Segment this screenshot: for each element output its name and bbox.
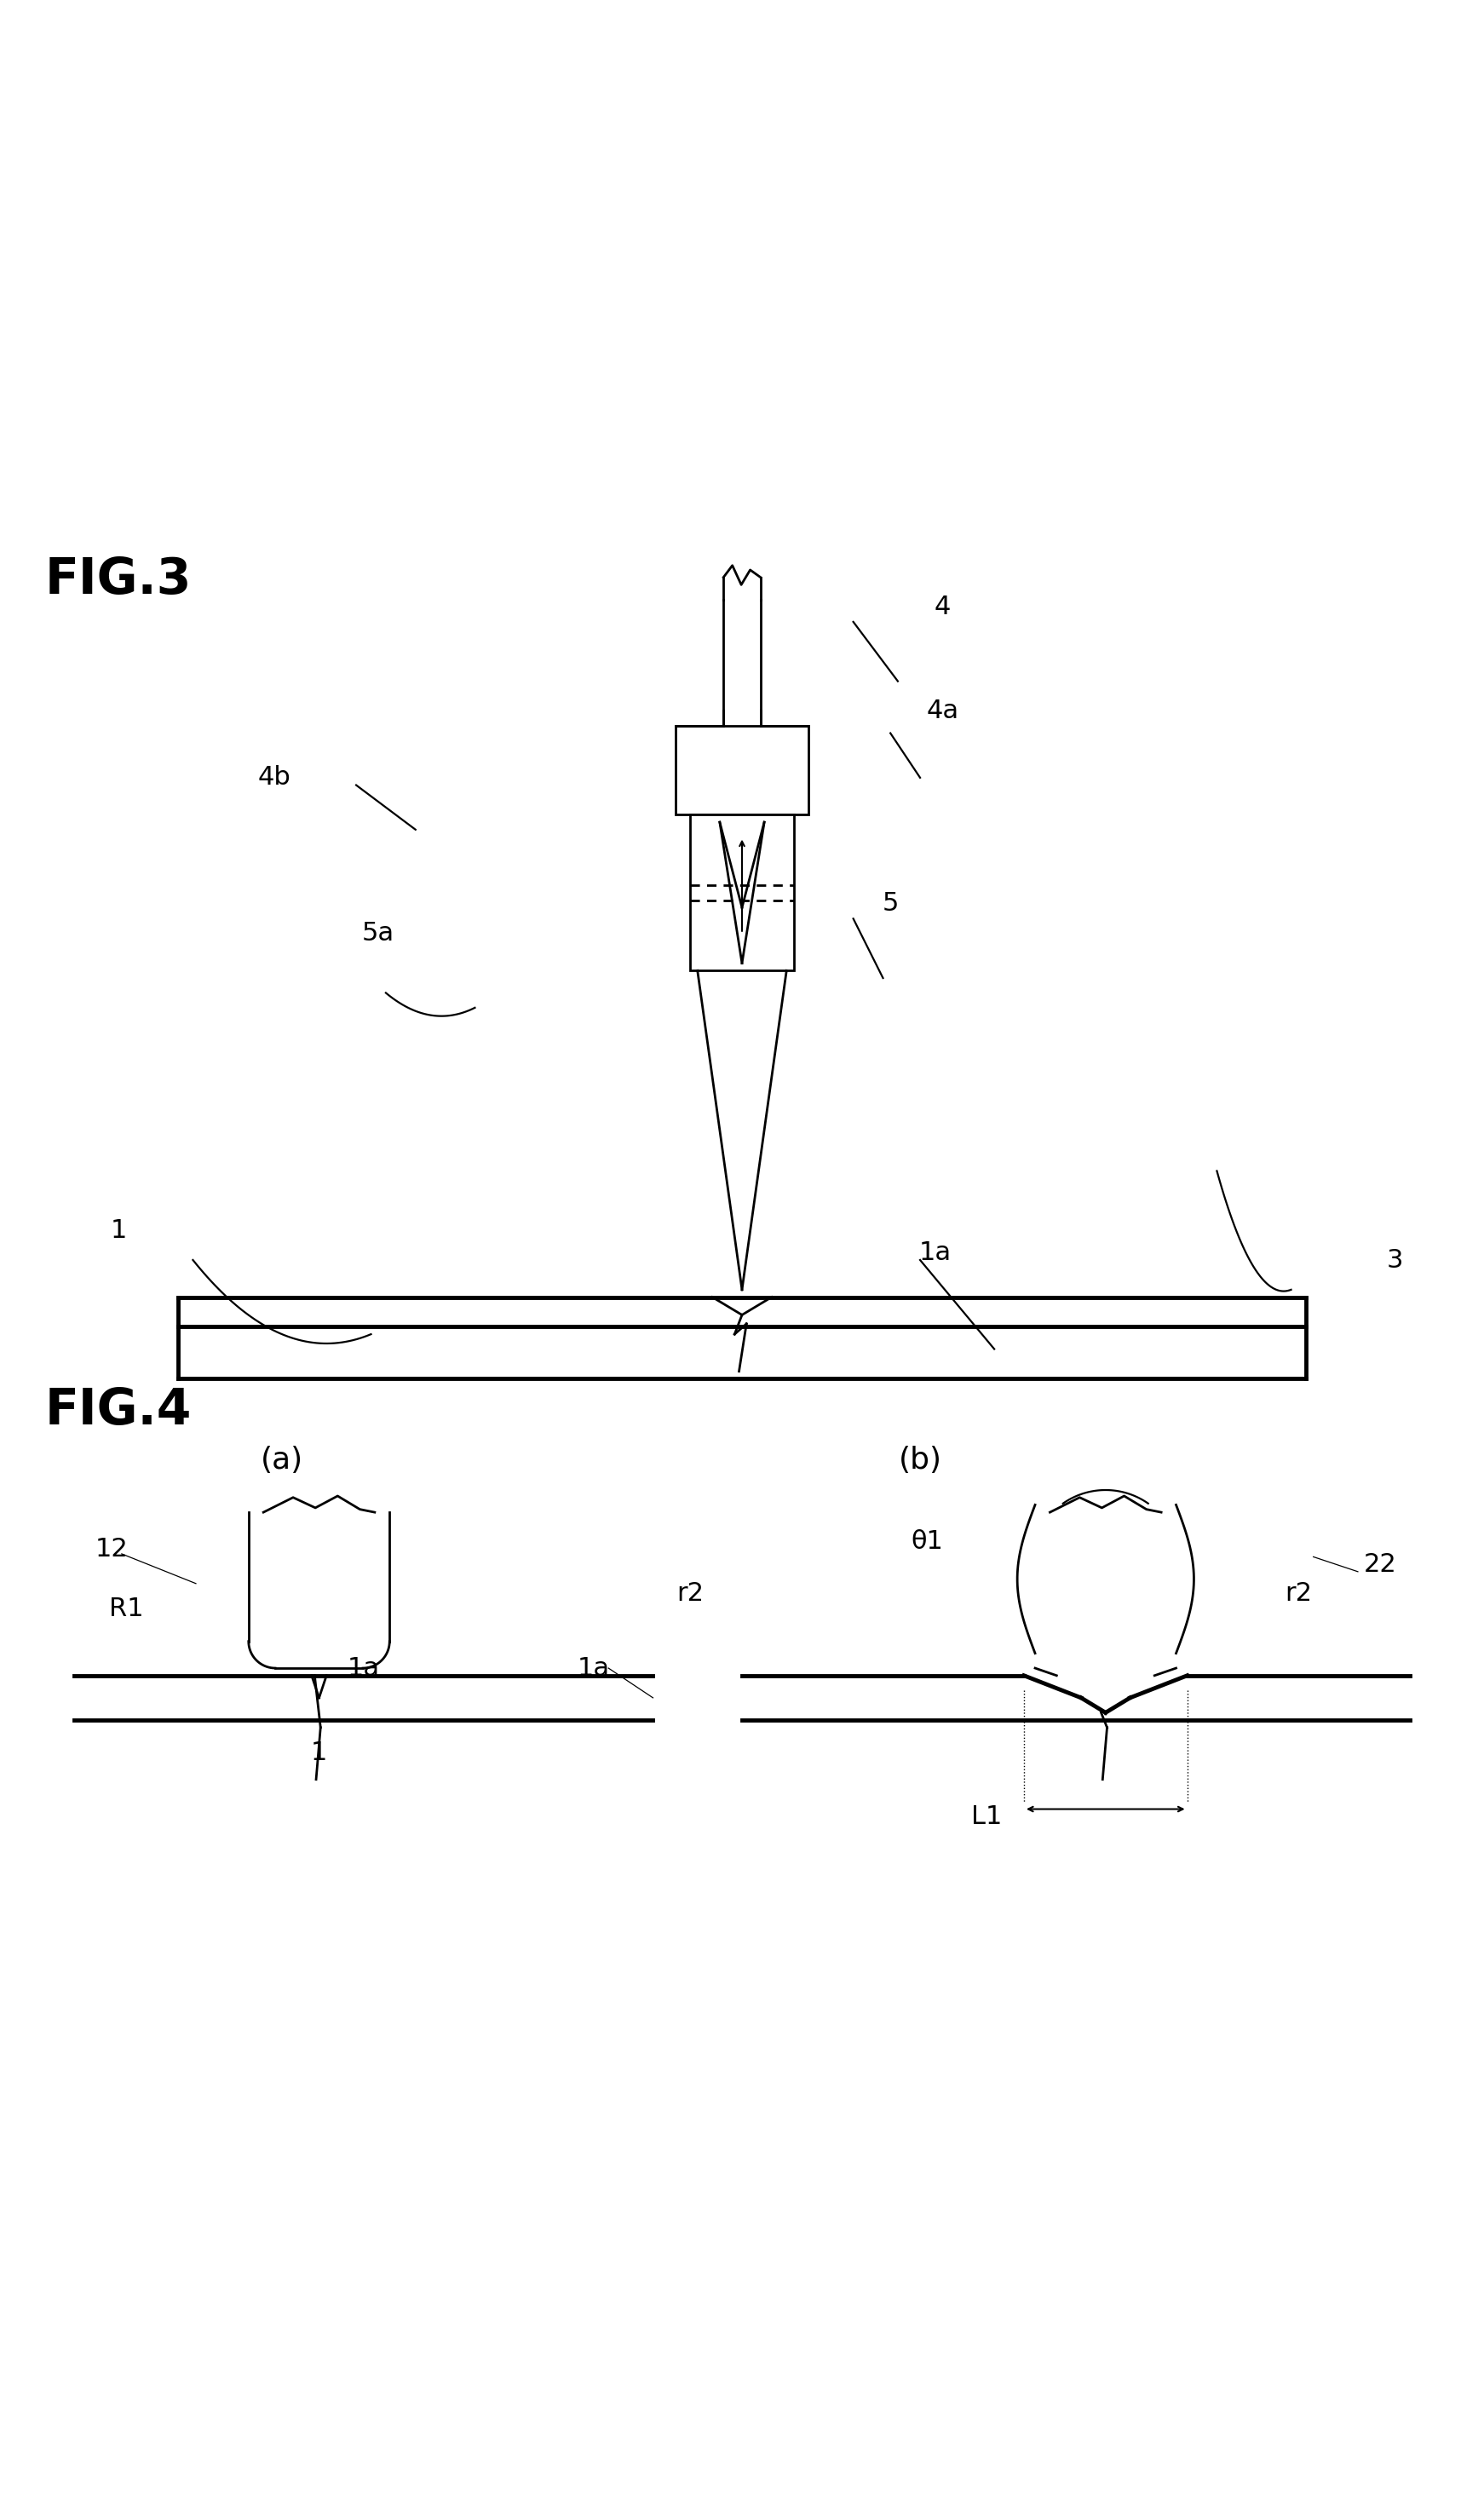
Text: 1: 1 [110,1217,128,1242]
Text: θ1: θ1 [911,1530,944,1555]
Text: r2: r2 [1285,1583,1312,1605]
Text: (b): (b) [898,1446,942,1474]
Text: 4b: 4b [258,766,291,791]
Text: 1a: 1a [347,1656,380,1681]
Text: FIG.4: FIG.4 [45,1386,191,1434]
Text: 3: 3 [1386,1247,1404,1273]
Text: L1: L1 [972,1804,1002,1830]
Text: (a): (a) [261,1446,303,1474]
Text: 22: 22 [1364,1552,1396,1578]
Text: 1: 1 [310,1741,328,1764]
Bar [690,814,794,970]
Text: FIG.3: FIG.3 [45,554,191,605]
Text: 12: 12 [95,1537,128,1562]
Text: 1a: 1a [577,1656,610,1681]
Text: 5: 5 [881,892,899,917]
Text: R1: R1 [108,1595,144,1620]
Bar [675,726,809,814]
Text: 4: 4 [933,595,951,620]
Text: r2: r2 [677,1583,703,1605]
Text: 5a: 5a [362,922,395,945]
Text: 4a: 4a [926,698,959,723]
Text: 1a: 1a [919,1240,951,1265]
